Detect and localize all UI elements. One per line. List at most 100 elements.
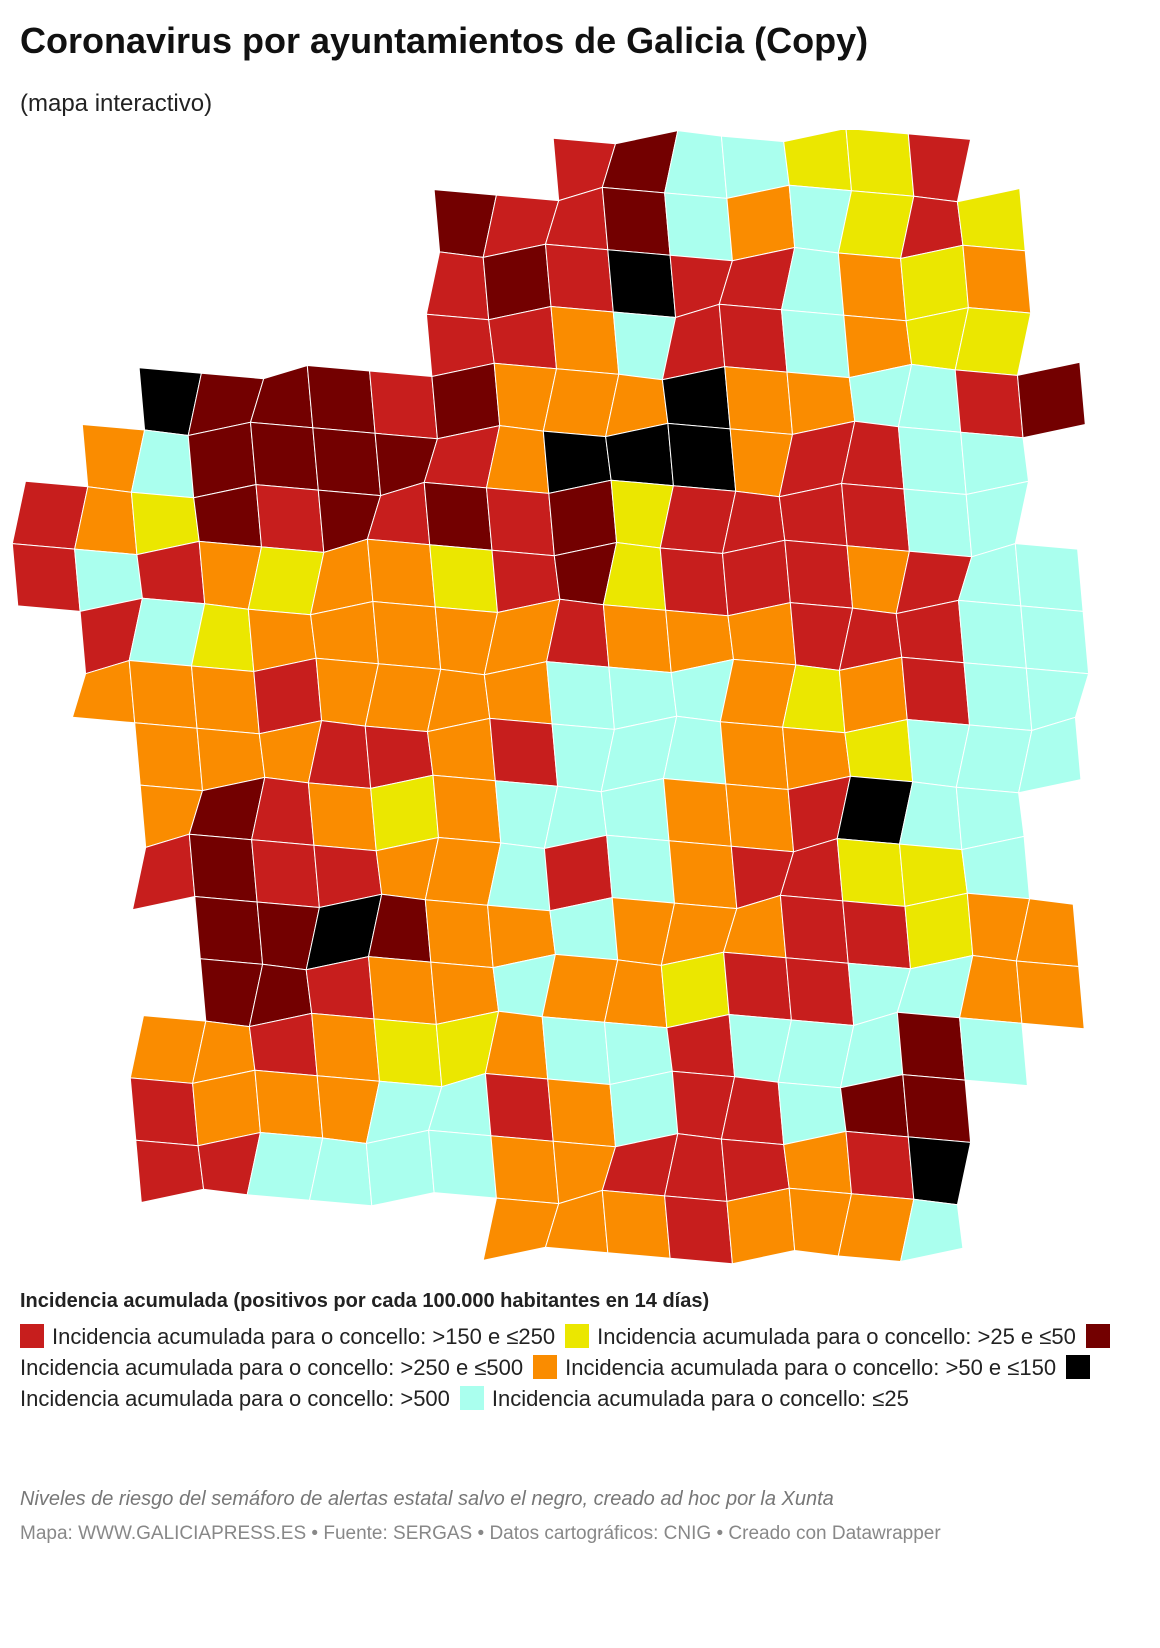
municipality[interactable] [251, 839, 320, 909]
municipality[interactable] [311, 1012, 381, 1082]
municipality[interactable] [428, 1129, 497, 1199]
municipality[interactable] [485, 487, 555, 557]
municipality[interactable] [726, 1187, 796, 1265]
municipality[interactable] [71, 659, 136, 724]
municipality[interactable] [962, 244, 1032, 314]
municipality[interactable] [897, 426, 967, 496]
municipality[interactable] [1017, 716, 1082, 794]
municipality[interactable] [1025, 667, 1090, 732]
municipality[interactable] [190, 665, 260, 735]
title: Coronavirus por ayuntamientos de Galicia… [20, 20, 869, 61]
municipality[interactable] [1015, 960, 1085, 1030]
municipality[interactable] [425, 251, 490, 321]
legend-title: Incidencia acumulada (positivos por cada… [20, 1290, 710, 1312]
municipality[interactable] [907, 133, 972, 203]
municipality[interactable] [963, 662, 1033, 732]
municipality[interactable] [372, 600, 442, 670]
municipality[interactable] [718, 303, 788, 373]
legend-item: Incidencia acumulada para o concello: >5… [20, 1355, 1098, 1411]
municipality[interactable] [255, 484, 325, 553]
municipality[interactable] [902, 1074, 972, 1143]
municipality[interactable] [1020, 605, 1090, 675]
municipality[interactable] [956, 187, 1026, 252]
municipality[interactable] [544, 186, 609, 251]
municipality[interactable] [607, 249, 677, 319]
municipality[interactable] [723, 951, 792, 1021]
municipality[interactable] [249, 364, 314, 429]
municipality[interactable] [659, 547, 729, 617]
municipality[interactable] [490, 1135, 560, 1205]
municipality[interactable] [724, 366, 794, 435]
municipality[interactable] [541, 1016, 611, 1086]
municipality[interactable] [128, 659, 198, 729]
municipality[interactable] [134, 722, 204, 792]
municipality[interactable] [188, 833, 258, 903]
municipality[interactable] [601, 186, 671, 256]
municipality[interactable] [482, 1197, 560, 1262]
municipality[interactable] [1016, 361, 1086, 439]
municipality[interactable] [307, 782, 377, 852]
municipality[interactable] [131, 833, 196, 911]
municipality[interactable] [664, 1195, 733, 1265]
municipality[interactable] [194, 895, 264, 965]
municipality[interactable] [367, 956, 437, 1025]
municipality[interactable] [779, 894, 849, 964]
municipality[interactable] [784, 539, 854, 609]
municipality[interactable] [954, 307, 1032, 376]
municipality[interactable] [725, 783, 795, 853]
municipality[interactable] [668, 840, 738, 910]
municipality[interactable] [602, 604, 672, 674]
municipality[interactable] [896, 1011, 966, 1081]
municipality[interactable] [373, 1018, 443, 1088]
municipality[interactable] [957, 599, 1027, 669]
municipality[interactable] [601, 1189, 671, 1259]
municipality[interactable] [899, 1198, 964, 1263]
municipality[interactable] [901, 656, 971, 726]
municipality[interactable] [954, 369, 1024, 439]
municipality[interactable] [424, 899, 494, 969]
municipality[interactable] [662, 777, 732, 847]
municipality[interactable] [785, 957, 855, 1027]
municipality[interactable] [959, 1017, 1028, 1087]
legend-label: Incidencia acumulada para o concello: >5… [565, 1355, 1057, 1380]
municipality[interactable] [423, 481, 493, 551]
municipality[interactable] [249, 421, 319, 491]
municipality[interactable] [489, 717, 559, 787]
municipality[interactable] [667, 422, 737, 492]
municipality[interactable] [484, 1072, 554, 1142]
municipality[interactable] [845, 1130, 915, 1200]
municipality[interactable] [547, 1078, 617, 1148]
municipality[interactable] [841, 482, 910, 552]
municipality[interactable] [135, 1139, 205, 1204]
legend-label: Incidencia acumulada para o concello: >1… [52, 1324, 556, 1349]
municipality[interactable] [546, 661, 615, 730]
municipality[interactable] [306, 364, 376, 434]
municipality[interactable] [719, 721, 789, 791]
legend-label: Incidencia acumulada para o concello: >5… [20, 1386, 450, 1411]
municipality[interactable] [544, 243, 614, 313]
municipality[interactable] [432, 774, 502, 844]
municipality[interactable] [664, 192, 733, 262]
municipality[interactable] [11, 543, 81, 612]
municipality[interactable] [550, 305, 620, 375]
municipality[interactable] [365, 1129, 435, 1207]
municipality[interactable] [780, 309, 850, 379]
municipality[interactable] [254, 1069, 324, 1139]
municipality[interactable] [842, 900, 912, 970]
municipality[interactable] [903, 488, 973, 558]
municipality[interactable] [429, 544, 499, 614]
municipality[interactable] [1014, 543, 1084, 612]
municipality[interactable] [845, 130, 915, 197]
municipality[interactable] [606, 834, 676, 904]
legend-item: Incidencia acumulada para o concello: >5… [533, 1355, 1056, 1380]
municipality[interactable] [312, 427, 382, 497]
municipality[interactable] [129, 1077, 199, 1147]
municipality[interactable] [907, 1136, 972, 1206]
municipality[interactable] [369, 370, 438, 440]
municipality[interactable] [836, 838, 906, 907]
municipality[interactable] [783, 130, 853, 192]
municipality[interactable] [366, 538, 436, 608]
legend-label: Incidencia acumulada para o concello: >2… [20, 1355, 524, 1380]
municipality[interactable] [837, 252, 907, 322]
